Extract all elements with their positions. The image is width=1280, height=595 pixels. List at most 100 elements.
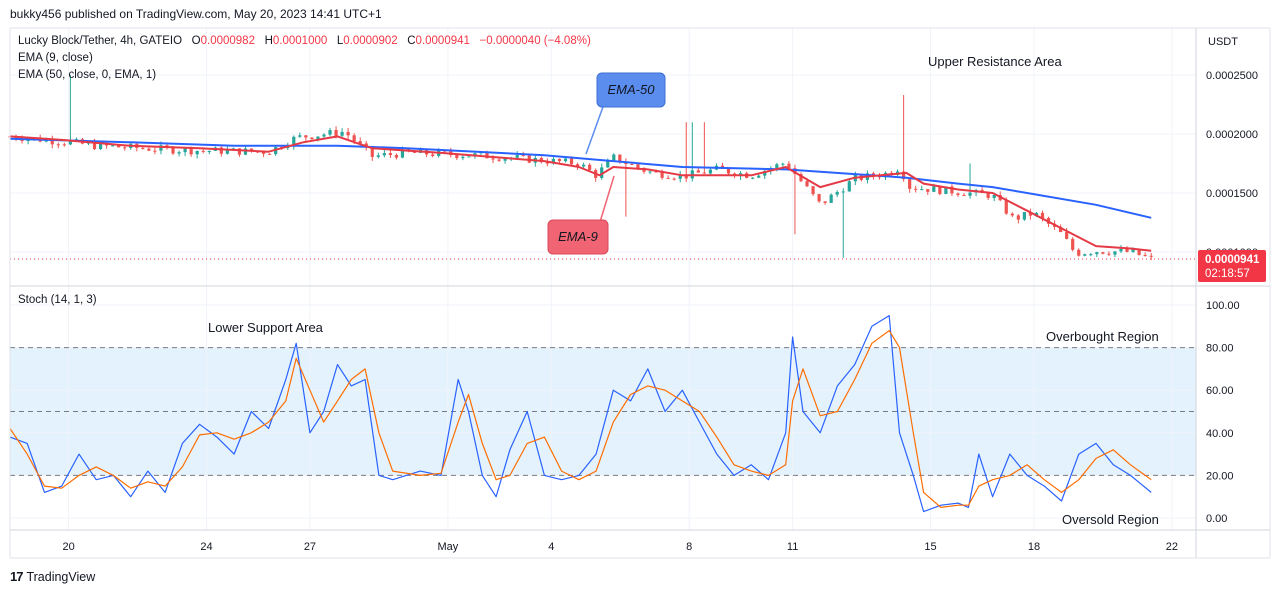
candle-body[interactable] (292, 136, 296, 146)
candle-body[interactable] (588, 164, 592, 170)
ema9-callout[interactable]: EMA-9 (547, 175, 615, 255)
candle-body[interactable] (50, 139, 54, 145)
candle-body[interactable] (503, 158, 507, 161)
candle-body[interactable] (1059, 226, 1063, 233)
candle-body[interactable] (751, 177, 755, 179)
candle-body[interactable] (938, 186, 942, 195)
candle-body[interactable] (1071, 238, 1075, 250)
candle-body[interactable] (582, 164, 586, 167)
candle-body[interactable] (201, 150, 205, 152)
candle-body[interactable] (968, 192, 972, 196)
ema50-line[interactable] (9, 137, 1152, 219)
candle-body[interactable] (412, 151, 417, 153)
candle-body[interactable] (431, 154, 435, 156)
candle-body[interactable] (811, 186, 815, 195)
candle-body[interactable] (1143, 255, 1147, 257)
candle-body[interactable] (841, 191, 845, 193)
candle-body[interactable] (1107, 253, 1111, 255)
candle-body[interactable] (515, 155, 519, 158)
candle-body[interactable] (123, 147, 127, 149)
candle-body[interactable] (908, 179, 912, 189)
candle-body[interactable] (304, 135, 308, 138)
candle-body[interactable] (461, 156, 465, 159)
candle-body[interactable] (926, 189, 930, 192)
ema50-legend[interactable]: EMA (50, close, 0, EMA, 1) (18, 69, 157, 81)
candle-body[interactable] (757, 175, 761, 178)
candle-body[interactable] (545, 162, 549, 164)
candle-body[interactable] (612, 154, 616, 161)
candle-body[interactable] (1016, 215, 1020, 220)
candle-body[interactable] (268, 153, 272, 155)
candle-body[interactable] (1083, 254, 1087, 256)
candle-body[interactable] (835, 192, 839, 195)
candle-body[interactable] (847, 181, 851, 192)
candle-body[interactable] (932, 186, 936, 192)
candle-body[interactable] (1077, 249, 1081, 256)
candle-body[interactable] (575, 164, 580, 167)
candle-body[interactable] (340, 131, 344, 136)
candle-body[interactable] (956, 193, 960, 195)
candle-body[interactable] (334, 130, 338, 136)
candle-body[interactable] (1101, 252, 1105, 254)
candle-body[interactable] (817, 194, 821, 202)
tradingview-brand[interactable]: 17 TradingView (10, 569, 95, 584)
candle-body[interactable] (1022, 212, 1026, 220)
candle-body[interactable] (159, 145, 163, 151)
candle-body[interactable] (781, 163, 785, 165)
ema9-legend[interactable]: EMA (9, close) (18, 52, 93, 64)
candle-body[interactable] (950, 186, 954, 194)
candle-body[interactable] (823, 201, 827, 203)
candle-body[interactable] (726, 168, 731, 174)
candle-body[interactable] (654, 171, 658, 173)
ema9-line[interactable] (9, 135, 1152, 252)
candle-body[interactable] (147, 148, 151, 151)
candle-body[interactable] (1040, 212, 1045, 218)
candle-body[interactable] (153, 150, 157, 152)
candle-body[interactable] (98, 142, 103, 150)
candle-body[interactable] (237, 148, 242, 155)
candle-body[interactable] (787, 163, 791, 169)
candle-body[interactable] (322, 134, 326, 137)
candle-body[interactable] (328, 130, 332, 135)
candle-body[interactable] (243, 148, 248, 155)
candle-body[interactable] (467, 156, 471, 158)
candle-body[interactable] (920, 189, 924, 191)
candle-body[interactable] (195, 150, 199, 155)
candle-body[interactable] (298, 135, 302, 137)
candle-body[interactable] (370, 147, 374, 157)
candle-body[interactable] (1089, 254, 1093, 256)
candle-body[interactable] (177, 152, 181, 154)
stochastic-pane[interactable] (9, 315, 1152, 513)
candle-body[interactable] (600, 167, 604, 178)
candle-body[interactable] (352, 135, 356, 142)
candle-body[interactable] (1119, 248, 1123, 252)
candle-body[interactable] (316, 136, 320, 140)
candle-body[interactable] (455, 155, 459, 159)
candle-body[interactable] (630, 164, 634, 166)
stoch-k-line[interactable] (9, 315, 1152, 513)
candle-body[interactable] (261, 151, 266, 154)
candle-body[interactable] (346, 131, 350, 136)
candle-body[interactable] (944, 186, 948, 195)
candle-body[interactable] (497, 159, 501, 161)
candle-body[interactable] (805, 181, 809, 187)
candle-body[interactable] (708, 169, 713, 174)
candle-body[interactable] (111, 145, 115, 147)
candle-body[interactable] (376, 155, 380, 157)
candle-body[interactable] (189, 148, 193, 155)
candle-body[interactable] (117, 145, 121, 148)
ema50-callout[interactable]: EMA-50 (585, 72, 666, 155)
candle-body[interactable] (557, 158, 562, 162)
candle-body[interactable] (696, 170, 700, 173)
candle-body[interactable] (358, 141, 362, 144)
candle-body[interactable] (914, 188, 918, 190)
candle-body[interactable] (829, 194, 833, 203)
candle-body[interactable] (225, 149, 229, 154)
candle-body[interactable] (68, 141, 72, 145)
candle-body[interactable] (1113, 251, 1117, 255)
candle-body[interactable] (678, 174, 682, 179)
candle-body[interactable] (563, 158, 568, 162)
candle-body[interactable] (394, 154, 399, 158)
candle-body[interactable] (141, 147, 145, 149)
candle-body[interactable] (986, 192, 990, 198)
